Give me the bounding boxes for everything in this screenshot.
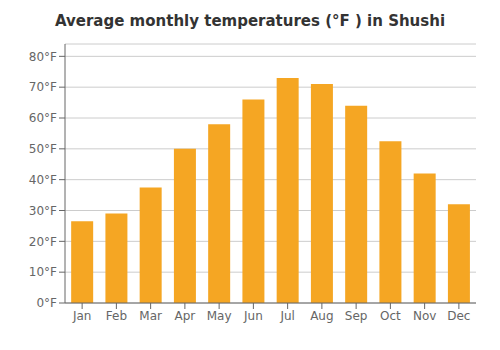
svg-text:30°F: 30°F — [29, 204, 57, 218]
svg-text:Oct: Oct — [380, 309, 401, 323]
svg-text:40°F: 40°F — [29, 173, 57, 187]
svg-text:Sep: Sep — [345, 309, 368, 323]
svg-text:Mar: Mar — [139, 309, 162, 323]
svg-text:0°F: 0°F — [36, 296, 57, 310]
svg-text:Nov: Nov — [413, 309, 436, 323]
svg-text:10°F: 10°F — [29, 265, 57, 279]
svg-text:Jun: Jun — [243, 309, 263, 323]
svg-text:Feb: Feb — [106, 309, 127, 323]
svg-text:Dec: Dec — [447, 309, 470, 323]
svg-text:70°F: 70°F — [29, 80, 57, 94]
svg-text:20°F: 20°F — [29, 235, 57, 249]
svg-text:80°F: 80°F — [29, 50, 57, 64]
svg-text:Apr: Apr — [174, 309, 195, 323]
svg-text:Aug: Aug — [310, 309, 333, 323]
html-text:Average monthly temperatures (: Average monthly temperatures (°F ) in Sh… — [54, 12, 446, 30]
svg-text:May: May — [207, 309, 232, 323]
svg-text:60°F: 60°F — [29, 111, 57, 125]
svg-text:Jan: Jan — [72, 309, 92, 323]
svg-text:Jul: Jul — [279, 309, 294, 323]
svg-text:50°F: 50°F — [29, 142, 57, 156]
